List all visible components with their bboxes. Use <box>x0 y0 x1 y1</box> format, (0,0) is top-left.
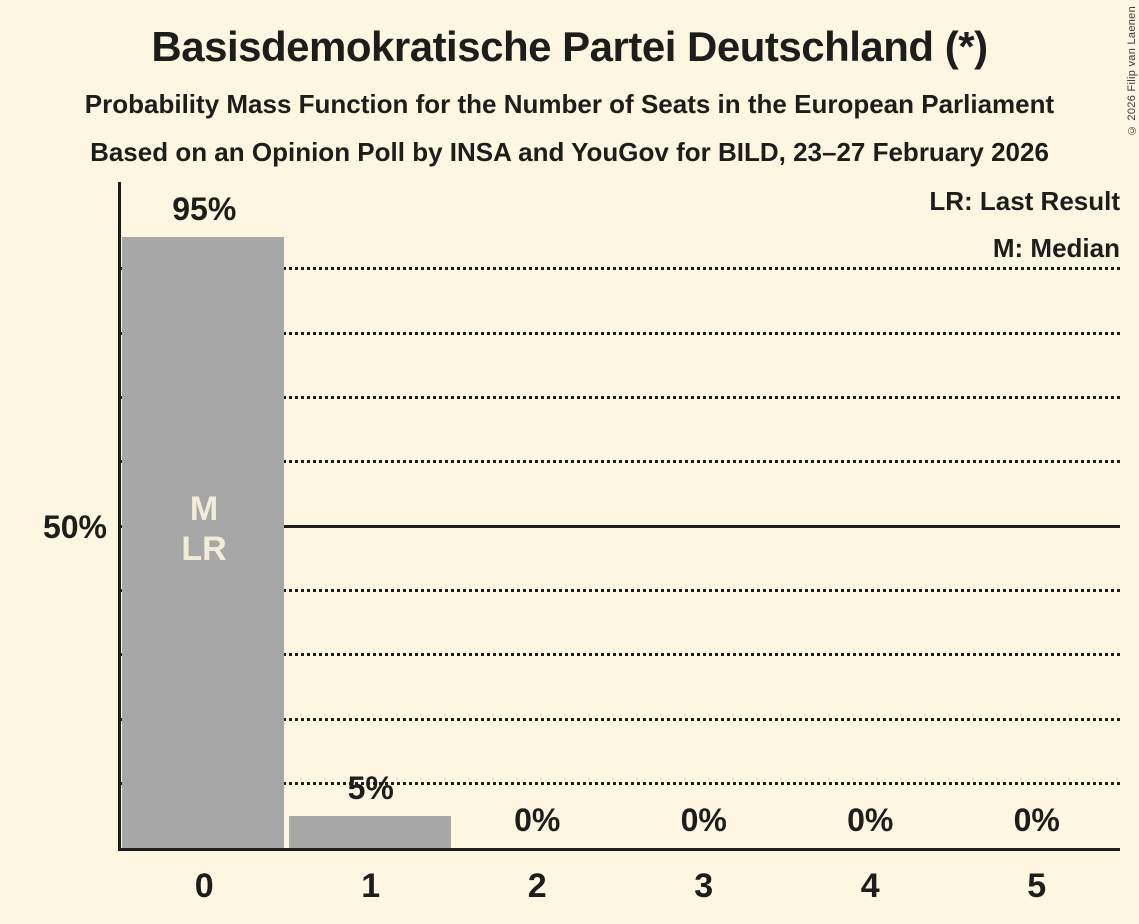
y-axis-line <box>118 182 121 851</box>
bar-seat-0 <box>122 236 284 848</box>
bar-value-label-seat-2: 0% <box>514 802 561 838</box>
bar-value-label-seat-4: 0% <box>847 802 894 838</box>
chart-subtitle-poll-source: Based on an Opinion Poll by INSA and You… <box>90 137 1049 167</box>
gridline-20-percent <box>121 717 1120 721</box>
x-axis-line <box>118 848 1120 851</box>
bar-value-label-seat-1: 5% <box>347 769 394 806</box>
gridline-60-percent <box>121 460 1120 464</box>
median-marker: M <box>189 490 219 528</box>
x-axis-label-4: 4 <box>860 867 880 905</box>
copyright-note: © 2026 Filip van Laenen <box>1126 6 1138 137</box>
x-axis-label-3: 3 <box>694 867 714 905</box>
gridline-10-percent <box>121 782 1120 786</box>
chart-subtitle-pmf: Probability Mass Function for the Number… <box>84 89 1055 119</box>
last-result-marker: LR <box>181 530 227 568</box>
bar-value-label-seat-5: 0% <box>1013 802 1060 838</box>
bar-seat-1 <box>288 815 451 848</box>
chart-title: Basisdemokratische Partei Deutschland (*… <box>151 23 988 70</box>
bar-value-label-seat-3: 0% <box>680 802 727 838</box>
x-axis-label-1: 1 <box>361 867 381 905</box>
median-last-result-annotation: M LR <box>181 489 226 569</box>
y-axis-50-percent-label: 50% <box>42 509 107 545</box>
gridline-30-percent <box>121 653 1120 657</box>
legend-median: M: Median <box>992 233 1120 263</box>
x-axis-label-5: 5 <box>1027 867 1047 905</box>
gridline-90-percent <box>121 267 1120 271</box>
plot-area: 95% 5% 0% 0% 0% 0% M LR <box>121 185 1120 848</box>
gridline-40-percent <box>121 589 1120 593</box>
gridline-50-percent <box>121 524 1120 528</box>
gridline-70-percent <box>121 395 1120 399</box>
x-axis-label-0: 0 <box>194 867 214 905</box>
gridline-80-percent <box>121 331 1120 335</box>
x-axis-label-2: 2 <box>527 867 547 905</box>
bar-value-label-seat-0: 95% <box>172 190 237 227</box>
legend-last-result: LR: Last Result <box>929 186 1120 216</box>
